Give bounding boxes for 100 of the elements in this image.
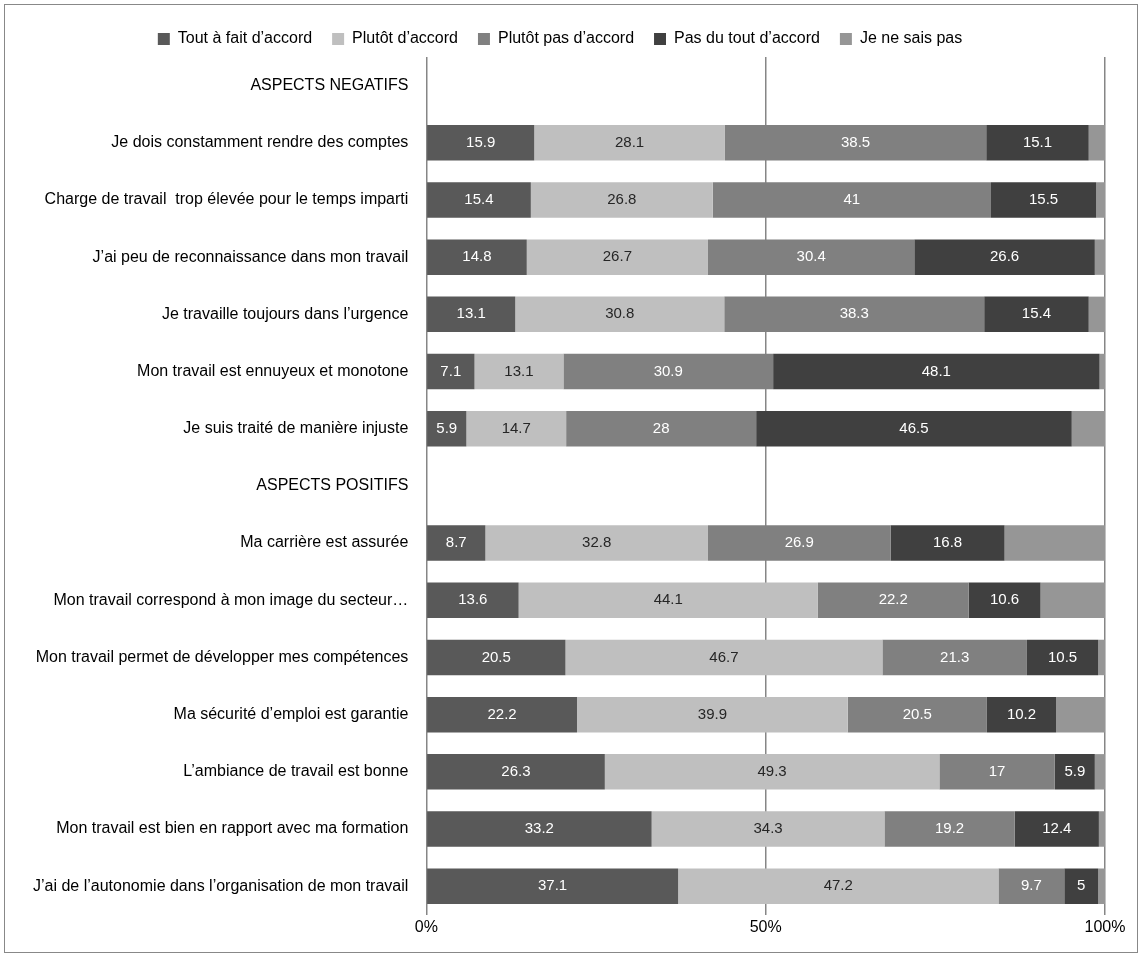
bar [939, 754, 1055, 790]
bar [485, 525, 708, 561]
bar [986, 696, 1057, 733]
bar [914, 239, 1095, 275]
y-tick-label: Ma sécurité d’emploi est garantie [173, 705, 409, 723]
data-label: 48.1 [921, 361, 951, 379]
legend-label: Tout à fait d’accord [177, 29, 313, 47]
data-label: 46.5 [899, 418, 929, 436]
bar [1014, 811, 1099, 847]
bar [427, 353, 475, 390]
bar [1071, 410, 1105, 447]
y-tick-label: Ma carrière est assurée [240, 533, 409, 551]
bar [986, 125, 1089, 161]
y-tick-label: Je travaille toujours dans l’urgence [161, 304, 409, 322]
bar [427, 239, 527, 275]
data-label: 15.1 [1022, 132, 1053, 150]
y-tick-label: ASPECTS POSITIFS [256, 476, 409, 494]
bar [526, 239, 708, 275]
bar [1096, 182, 1105, 218]
bar [530, 182, 713, 218]
data-label: 10.5 [1047, 647, 1078, 665]
data-label: 14.7 [501, 418, 531, 436]
data-label: 26.9 [784, 533, 814, 551]
bar [1040, 582, 1105, 618]
data-label: 5.9 [436, 418, 458, 436]
bar [651, 811, 885, 847]
data-label: 34.3 [753, 819, 783, 837]
data-label: 22.2 [878, 590, 908, 608]
bar [565, 639, 883, 676]
bar [1056, 696, 1105, 733]
data-label: 41 [843, 190, 861, 208]
bar [1064, 868, 1099, 904]
bar [534, 125, 725, 161]
bar [1088, 296, 1105, 333]
bar [990, 182, 1097, 218]
data-label: 38.5 [840, 132, 871, 150]
data-label: 10.6 [989, 590, 1020, 608]
bar [1099, 353, 1105, 390]
bar [1094, 239, 1105, 275]
bar [773, 353, 1100, 390]
bar [518, 582, 818, 618]
data-label: 13.1 [456, 304, 486, 322]
data-label: 12.4 [1042, 819, 1072, 837]
data-label: 49.3 [757, 761, 787, 779]
data-label: 10.2 [1006, 704, 1037, 722]
data-label: 15.5 [1028, 190, 1059, 208]
data-label: 30.4 [796, 247, 826, 265]
data-label: 39.9 [697, 704, 727, 722]
bar [817, 582, 969, 618]
y-tick-label: Je dois constamment rendre des comptes [111, 133, 409, 151]
data-label: 15.4 [1021, 304, 1052, 322]
bar [968, 582, 1041, 618]
bar [427, 868, 679, 904]
data-label: 19.2 [934, 819, 965, 837]
data-label: 17 [988, 761, 1006, 779]
bar [1098, 811, 1105, 847]
data-label: 26.6 [989, 247, 1020, 265]
data-label: 46.7 [709, 647, 739, 665]
y-tick-label: Mon travail permet de développer mes compétences [35, 647, 409, 665]
bar [1098, 868, 1105, 904]
y-tick-label: J’ai de l’autonomie dans l’organisation de mon travail [33, 876, 409, 894]
data-label: 21.3 [940, 647, 970, 665]
y-tick-label: Mon travail est ennuyeux et monotone [137, 361, 409, 379]
data-label: 5.9 [1064, 761, 1086, 779]
data-label: 26.7 [602, 247, 632, 265]
data-label: 13.1 [504, 361, 534, 379]
data-label: 5 [1077, 876, 1086, 894]
bar [1094, 754, 1105, 790]
data-label: 26.3 [501, 761, 531, 779]
bar [1098, 639, 1105, 676]
bar [427, 696, 577, 733]
data-label: 8.7 [445, 533, 467, 551]
data-label: 33.2 [524, 819, 554, 837]
data-label: 30.8 [605, 304, 635, 322]
bar [427, 296, 516, 333]
bar [427, 410, 467, 447]
bar [427, 639, 566, 676]
y-tick-label: Charge de travail trop élevée pour le temps imparti [44, 190, 409, 208]
bar [427, 582, 519, 618]
data-label: 32.8 [582, 533, 612, 551]
data-label: 7.1 [440, 361, 462, 379]
data-label: 26.8 [607, 190, 637, 208]
legend-label: Pas du tout d’accord [674, 29, 820, 47]
bar [427, 754, 605, 790]
data-label: 28 [652, 418, 670, 436]
y-tick-label: Je suis traité de manière injuste [183, 419, 409, 437]
bar [604, 754, 940, 790]
bar [1054, 754, 1095, 790]
bar [576, 696, 848, 733]
legend-label: Plutôt pas d’accord [497, 29, 635, 47]
data-label: 14.8 [462, 247, 492, 265]
bar [466, 410, 567, 447]
bar [474, 353, 564, 390]
bar [756, 410, 1072, 447]
bar [890, 525, 1005, 561]
bar [427, 811, 652, 847]
data-label: 13.6 [458, 590, 488, 608]
data-label: 15.9 [466, 132, 496, 150]
bar [515, 296, 725, 333]
y-tick-label: ASPECTS NEGATIFS [250, 76, 409, 93]
